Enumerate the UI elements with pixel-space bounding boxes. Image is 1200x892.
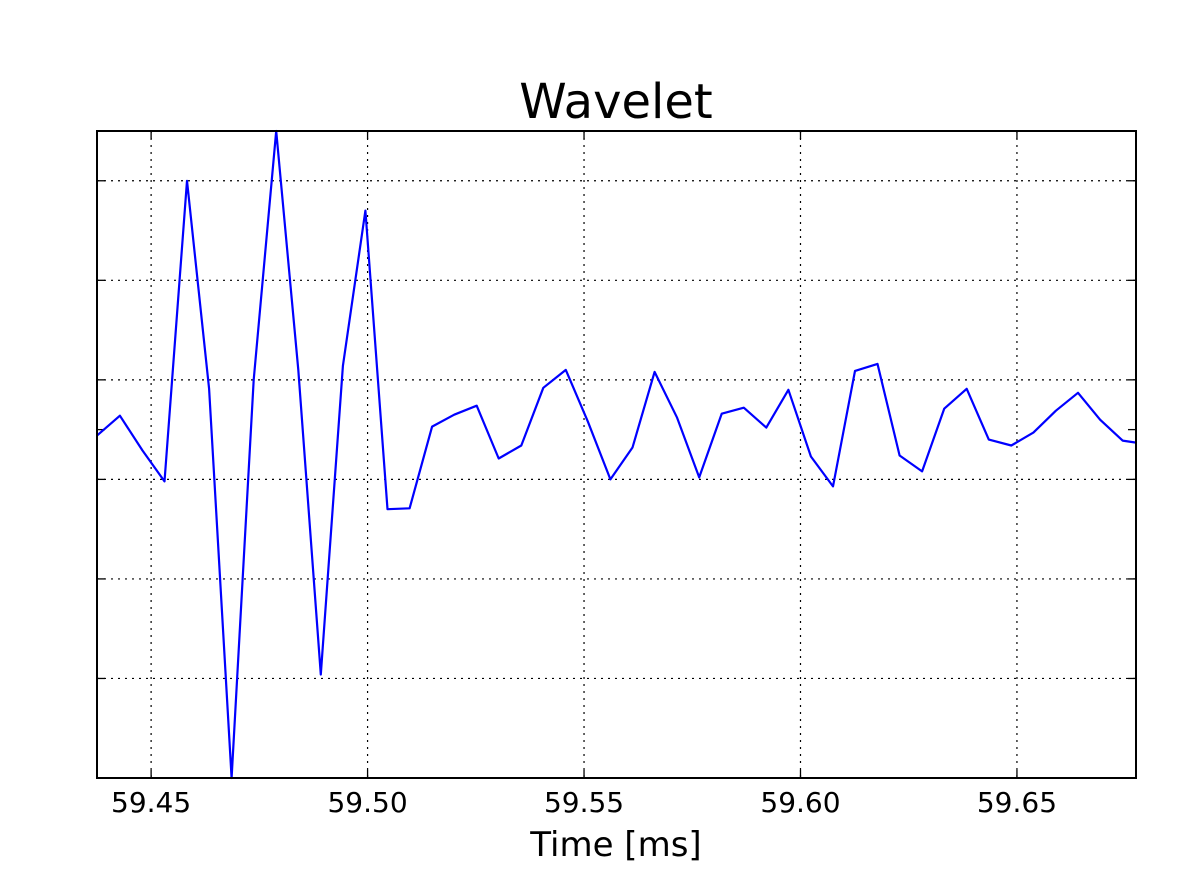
x-tick-label: 59.45 <box>111 786 191 819</box>
axis-ticks <box>97 131 1136 778</box>
x-tick-labels: 59.45 59.50 59.55 59.60 59.65 <box>111 786 1057 819</box>
x-tick-label: 59.60 <box>760 786 840 819</box>
x-tick-label: 59.65 <box>977 786 1057 819</box>
wavelet-series-line <box>96 129 1137 780</box>
x-tick-label: 59.50 <box>327 786 407 819</box>
plot-area-frame <box>96 130 1137 779</box>
x-axis-label: Time [ms] <box>529 825 701 865</box>
x-tick-label: 59.55 <box>544 786 624 819</box>
grid-lines <box>97 131 1136 778</box>
chart-title: Wavelet <box>519 74 712 130</box>
